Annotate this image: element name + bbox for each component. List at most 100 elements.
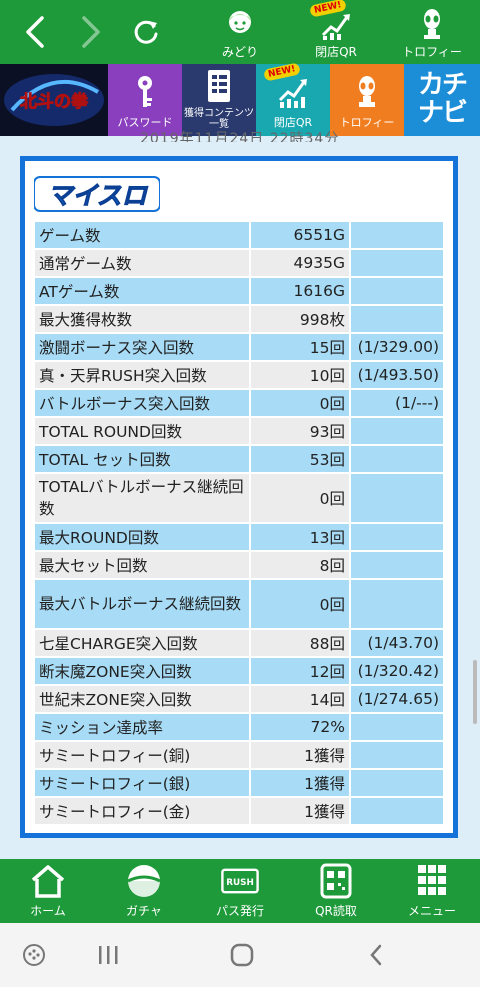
kachinavi-logo: カチナビ [417,71,468,128]
stats-value: 1616G [251,278,351,304]
stats-rate [351,250,443,276]
stats-label: 断末魔ZONE突入回数 [35,658,251,684]
recent-apps-button[interactable] [88,939,128,971]
top-item-midori[interactable]: みどり [200,4,280,60]
stats-row: 通常ゲーム数 4935G [35,250,443,276]
stats-row: サミートロフィー(銀) 1獲得 [35,770,443,796]
chevron-left-icon [26,16,44,48]
banner-menu: 北斗の拳 パスワード 獲得コンテンツ一覧 NEW! 閉店QR トロフィー カチナ… [0,62,480,136]
stats-label: サミートロフィー(銀) [35,770,251,796]
stats-rate: (1/---) [351,390,443,416]
banner-item-content-list[interactable]: 獲得コンテンツ一覧 [182,64,256,136]
stats-label: 最大バトルボーナス継続回数 [35,580,251,628]
bottom-nav: ホーム ガチャ RUSH パス発行 QR読取 メニュー [0,859,480,923]
key-icon [138,76,152,107]
bottom-nav-pass-issue[interactable]: RUSH パス発行 [192,859,288,923]
stats-rate: (1/493.50) [351,362,443,388]
android-system-nav [0,923,480,987]
home-icon [31,865,65,898]
stats-value: 8回 [251,552,351,578]
stats-rate [351,278,443,304]
reload-button[interactable] [118,0,174,64]
bottom-nav-label: QR読取 [315,904,357,918]
home-system-button[interactable] [222,939,262,971]
stats-value: 88回 [251,630,351,656]
top-item-close-qr[interactable]: NEW! 閉店QR [296,0,376,60]
stats-value: 4935G [251,250,351,276]
stats-label: サミートロフィー(銅) [35,742,251,768]
scrollbar[interactable] [473,660,477,724]
game-logo-text: 北斗の拳 [20,91,89,112]
stats-row: バトルボーナス突入回数 0回 (1/---) [35,390,443,416]
stats-label: 激闘ボーナス突入回数 [35,334,251,360]
back-button[interactable] [10,0,60,64]
bottom-nav-gacha[interactable]: ガチャ [96,859,192,923]
home-circle-icon [230,943,254,967]
stats-label: 最大獲得枚数 [35,306,251,332]
bottom-nav-qr-scan[interactable]: QR読取 [288,859,384,923]
reload-icon [134,20,158,44]
banner-item-label: トロフィー [339,116,395,129]
stats-row: TOTAL セット回数 53回 [35,446,443,472]
banner-item-label: 獲得コンテンツ一覧 [184,108,254,130]
stats-label: 最大セット回数 [35,552,251,578]
stats-rate [351,714,443,740]
date-text: 2019年11月24日 22時34分 [140,131,340,142]
stats-row: 世紀末ZONE突入回数 14回 (1/274.65) [35,686,443,712]
stats-value: 14回 [251,686,351,712]
stats-value: 15回 [251,334,351,360]
stats-label: TOTAL セット回数 [35,446,251,472]
stats-value: 1獲得 [251,742,351,768]
stats-row: 最大ROUND回数 13回 [35,524,443,550]
stats-value: 0回 [251,390,351,416]
stats-value: 53回 [251,446,351,472]
myslo-logo: マイスロ [33,175,161,213]
stats-row: 七星CHARGE突入回数 88回 (1/43.70) [35,630,443,656]
stats-row: 最大獲得枚数 998枚 [35,306,443,332]
stats-label: サミートロフィー(金) [35,798,251,824]
gamepad-icon [23,944,45,966]
character-icon [229,11,251,33]
stats-value: 13回 [251,524,351,550]
stats-value: 72% [251,714,351,740]
stats-rate [351,580,443,628]
stats-rate [351,222,443,248]
stats-rate [351,552,443,578]
stats-label: 世紀末ZONE突入回数 [35,686,251,712]
stats-row: TOTAL ROUND回数 93回 [35,418,443,444]
bottom-nav-home[interactable]: ホーム [0,859,96,923]
stats-row: ゲーム数 6551G [35,222,443,248]
stats-label: TOTAL ROUND回数 [35,418,251,444]
rush-pass-text: RUSH [226,878,254,888]
banner-item-label: 閉店QR [273,116,313,129]
stats-label: バトルボーナス突入回数 [35,390,251,416]
game-launcher-button[interactable] [14,939,54,971]
myslo-logo-text: マイスロ [47,181,148,210]
banner-item-password[interactable]: パスワード [108,64,182,136]
stats-label: 七星CHARGE突入回数 [35,630,251,656]
banner-item-kachinavi[interactable]: カチナビ [404,64,480,136]
back-system-button[interactable] [356,939,396,971]
stats-row: サミートロフィー(銅) 1獲得 [35,742,443,768]
stats-value: 12回 [251,658,351,684]
forward-button[interactable] [66,0,116,64]
banner-item-trophy[interactable]: トロフィー [330,64,404,136]
chart-icon [278,79,307,108]
stats-rate [351,474,443,522]
stats-row: 激闘ボーナス突入回数 15回 (1/329.00) [35,334,443,360]
banner-item-close-qr[interactable]: NEW! 閉店QR [256,62,330,136]
stats-rate [351,524,443,550]
stats-rate [351,418,443,444]
stats-value: 1獲得 [251,770,351,796]
stats-row: ミッション達成率 72% [35,714,443,740]
bottom-nav-menu[interactable]: メニュー [384,859,480,923]
stats-label: TOTALバトルボーナス継続回数 [35,474,251,522]
stats-value: 6551G [251,222,351,248]
list-icon [208,70,230,102]
stats-label: ATゲーム数 [35,278,251,304]
stats-rate [351,742,443,768]
top-item-trophy[interactable]: トロフィー [392,4,472,60]
game-logo-banner[interactable]: 北斗の拳 [0,64,108,136]
rush-pass-icon: RUSH [221,868,259,894]
stats-rate [351,770,443,796]
